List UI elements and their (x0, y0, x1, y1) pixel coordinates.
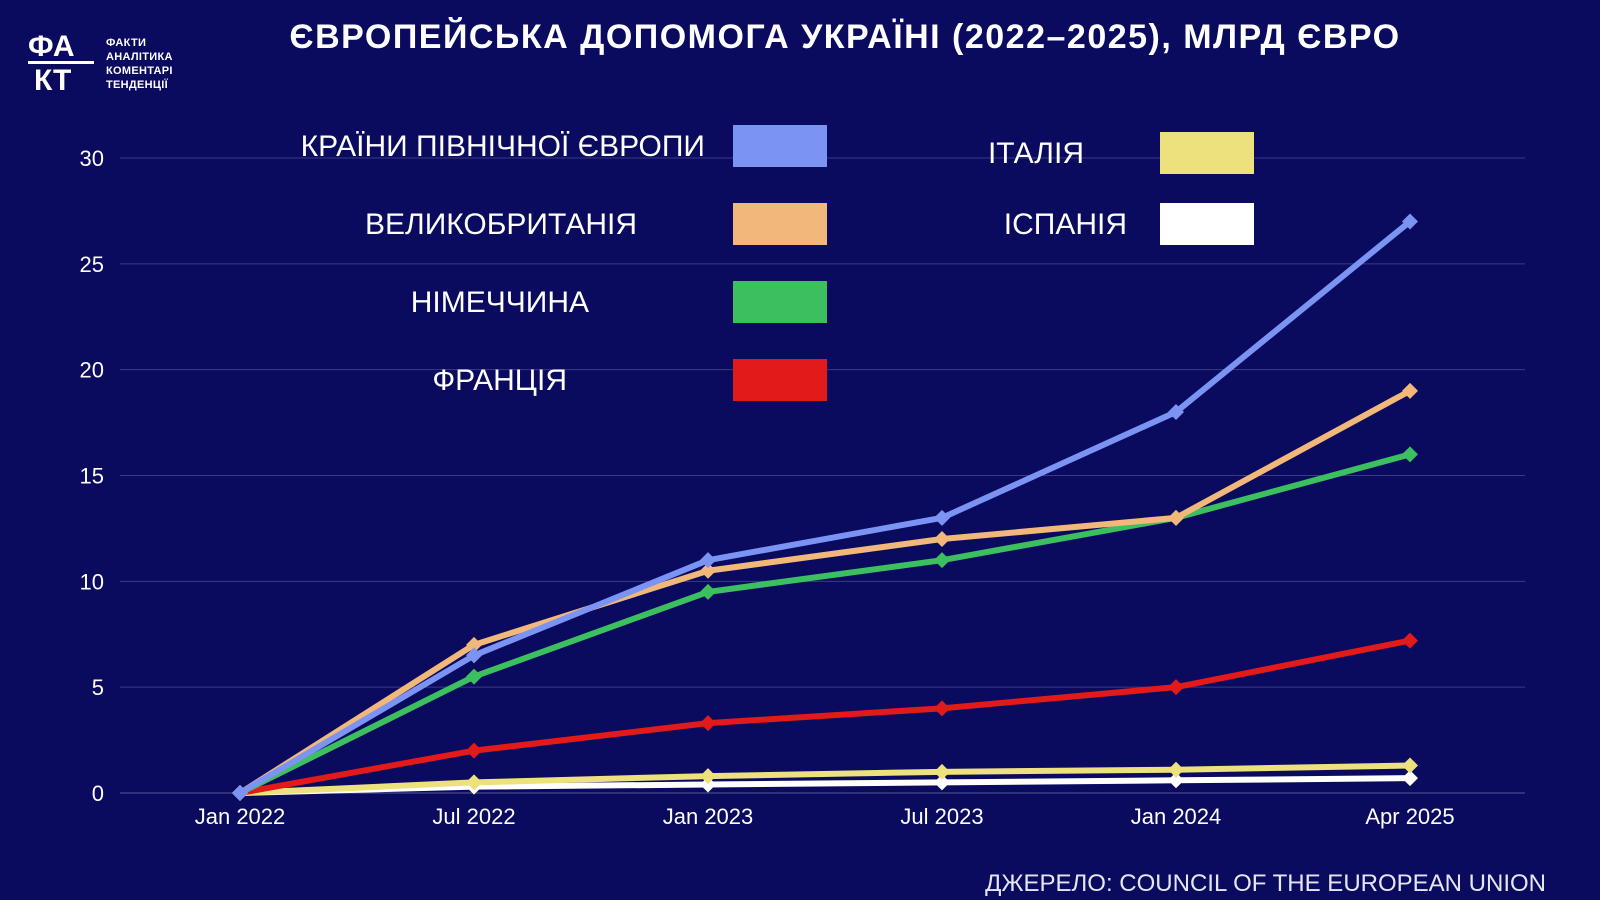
data-point-marker (700, 768, 716, 785)
data-point-marker (1402, 632, 1418, 649)
legend-label: КРАЇНИ ПІВНІЧНОЇ ЄВРОПИ (301, 130, 705, 163)
legend-label: ІСПАНІЯ (1004, 208, 1127, 241)
data-point-marker (1402, 770, 1418, 787)
data-point-marker (1402, 757, 1418, 774)
data-point-marker (1168, 679, 1184, 696)
legend-swatch (733, 125, 827, 167)
logo-word: АНАЛІТИКА (106, 51, 173, 63)
y-tick-label: 15 (80, 464, 104, 489)
legend: КРАЇНИ ПІВНІЧНОЇ ЄВРОПИ ВЕЛИКОБРИТАНІЯ НІМ… (301, 125, 1254, 401)
data-point-marker (1402, 446, 1418, 463)
data-point-marker (700, 715, 716, 732)
data-point-marker (232, 785, 248, 801)
x-tick-label: Apr 2025 (1365, 804, 1454, 829)
legend-label: НІМЕЧЧИНА (411, 286, 589, 319)
y-tick-label: 20 (80, 358, 104, 383)
series-line (237, 451, 1413, 796)
legend-swatch (1160, 203, 1254, 245)
data-point-marker (934, 700, 950, 717)
y-tick-label: 25 (80, 252, 104, 277)
data-point-marker (934, 552, 950, 569)
data-point-marker (934, 763, 950, 780)
logo-word: КОМЕНТАРІ (106, 65, 173, 77)
legend-label: ФРАНЦІЯ (432, 364, 567, 397)
y-tick-label: 5 (92, 675, 104, 700)
data-point-marker (466, 774, 482, 791)
legend-swatch (733, 359, 827, 401)
logo-mark-bottom: КТ (34, 64, 71, 94)
data-point-marker (934, 774, 950, 791)
data-point-marker (700, 562, 716, 579)
data-point-marker (1168, 761, 1184, 778)
series-line (237, 218, 1413, 796)
legend-label: ВЕЛИКОБРИТАНІЯ (365, 208, 637, 241)
logo-word: ТЕНДЕНЦІЇ (106, 79, 168, 91)
logo-mark-top: ФА (28, 30, 75, 63)
legend-swatch (733, 281, 827, 323)
data-point-marker (466, 668, 482, 685)
data-point-marker (700, 776, 716, 793)
logo: ФА КТ ФАКТИ АНАЛІТИКА КОМЕНТАРІ ТЕНДЕНЦІ… (26, 28, 196, 98)
data-point-marker (1402, 213, 1418, 230)
x-tick-label: Jul 2022 (432, 804, 515, 829)
legend-swatch (1160, 132, 1254, 174)
x-tick-label: Jan 2024 (1131, 804, 1222, 829)
y-tick-label: 30 (80, 146, 104, 171)
legend-swatch (733, 203, 827, 245)
x-tick-label: Jan 2022 (195, 804, 286, 829)
line-chart: 0 5 10 15 20 25 30 Jan 2022 Jul 2022 Jan 2023 Jul… (80, 125, 1525, 829)
legend-label: ІТАЛІЯ (988, 137, 1084, 170)
data-point-marker (466, 742, 482, 759)
logo-mark-icon: ФА КТ (28, 30, 94, 94)
x-tick-label: Jul 2023 (900, 804, 983, 829)
logo-word: ФАКТИ (106, 37, 147, 49)
chart-title: ЄВРОПЕЙСЬКА ДОПОМОГА УКРАЇНІ (2022–2025)… (289, 18, 1401, 56)
y-tick-label: 0 (92, 781, 104, 806)
y-tick-label: 10 (80, 569, 104, 594)
y-axis: 0 5 10 15 20 25 30 (80, 146, 104, 806)
series-line (237, 387, 1413, 796)
data-point-marker (700, 552, 716, 569)
source-note: ДЖЕРЕЛО: COUNCIL OF THE EUROPEAN UNION (985, 870, 1546, 897)
series-lines (232, 213, 1418, 801)
data-point-marker (934, 531, 950, 547)
data-point-marker (1168, 404, 1184, 420)
grid-lines (120, 157, 1525, 794)
logo-words: ФАКТИ АНАЛІТИКА КОМЕНТАРІ ТЕНДЕНЦІЇ (106, 36, 173, 92)
data-point-marker (466, 647, 482, 664)
data-point-marker (934, 509, 950, 526)
data-point-marker (466, 636, 482, 653)
x-axis: Jan 2022 Jul 2022 Jan 2023 Jul 2023 Jan 2024… (195, 804, 1455, 829)
data-point-marker (1402, 382, 1418, 399)
data-point-marker (1168, 509, 1184, 526)
series-line (237, 762, 1413, 796)
series-line (237, 637, 1413, 796)
data-point-marker (700, 583, 716, 600)
series-line (237, 775, 1413, 796)
data-point-marker (1168, 772, 1184, 789)
x-tick-label: Jan 2023 (663, 804, 754, 829)
